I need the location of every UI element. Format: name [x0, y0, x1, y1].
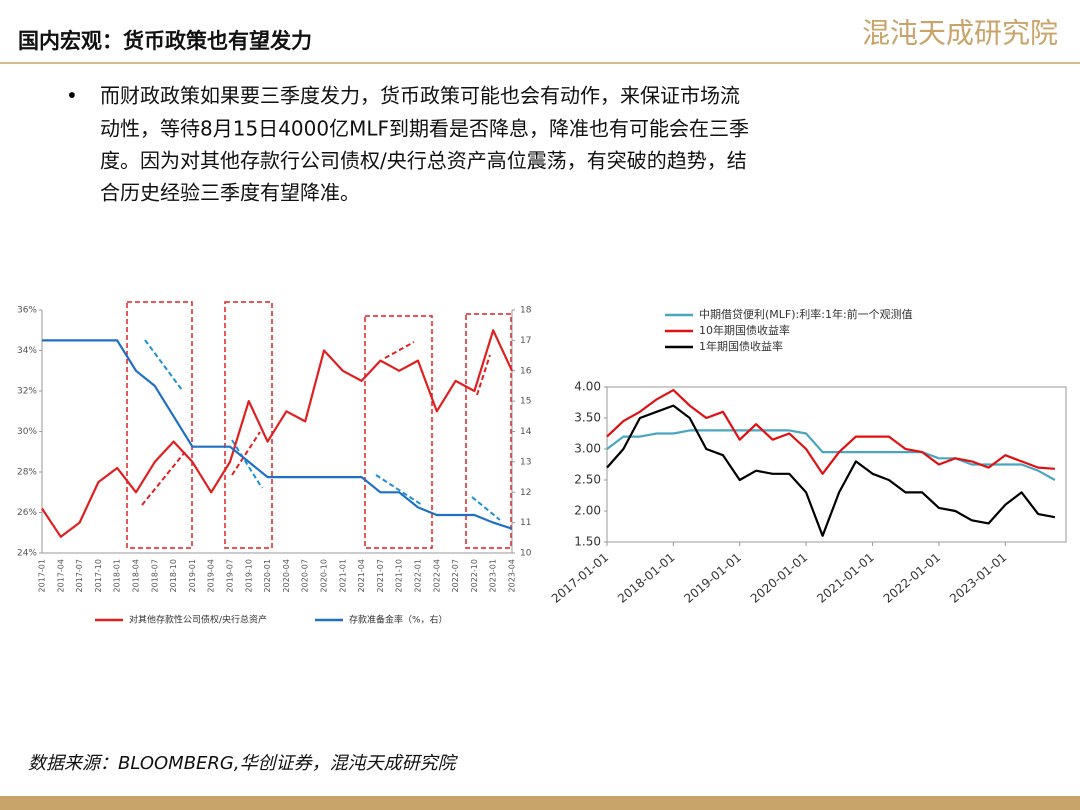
arrow	[384, 341, 415, 359]
x-tick-label: 2022-10	[470, 559, 479, 592]
y2-tick-label: 11	[520, 518, 531, 528]
series-line	[42, 339, 513, 530]
legend-label: 对其他存款性公司债权/央行总资产	[129, 614, 267, 626]
x-tick-label: 2020-07	[301, 559, 310, 592]
series-line	[606, 389, 1055, 475]
x-tick-label: 2018-07	[150, 559, 159, 592]
arrow	[231, 439, 263, 489]
y-tick-label: 24%	[17, 549, 37, 559]
x-tick-label: 2019-01	[188, 559, 197, 592]
y2-tick-label: 14	[520, 427, 532, 437]
y-tick-label: 4.00	[574, 380, 601, 394]
y2-tick-label: 18	[520, 306, 532, 316]
x-tick-label: 2019-07	[226, 559, 235, 592]
y-tick-label: 1.50	[574, 535, 601, 549]
highlight-box	[224, 301, 273, 549]
x-tick-label: 2021-10	[395, 559, 404, 592]
bullet-line: 动性，等待8月15日4000亿MLF到期看是否降息，降准也有可能会在三季	[100, 117, 749, 141]
x-tick-label: 2020-04	[282, 559, 291, 592]
x-tick-label: 2022-04	[432, 559, 441, 592]
y-tick-label: 30%	[17, 427, 37, 437]
bullet-line: 而财政政策如果要三季度发力，货币政策可能也会有动作，来保证市场流	[100, 84, 740, 108]
y-tick-label: 36%	[17, 306, 37, 316]
x-tick-label: 2019-10	[244, 559, 253, 592]
y-tick-label: 3.50	[574, 411, 601, 425]
y2-tick-label: 12	[520, 488, 531, 498]
x-tick-label: 2022-01	[414, 559, 423, 592]
bullet-line: 合历史经验三季度有望降准。	[100, 181, 360, 205]
arrow	[471, 496, 501, 521]
y-tick-label: 34%	[17, 346, 37, 356]
legend-label: 存款准备金率（%，右）	[349, 614, 448, 626]
arrow	[144, 339, 183, 391]
x-tick-label: 2021-07	[376, 559, 385, 592]
bullet-line: 度。因为对其他存款行公司债权/央行总资产高位震荡，有突破的趋势，结	[100, 149, 747, 173]
x-tick-label: 2019-04	[207, 559, 216, 592]
highlight-box	[364, 315, 433, 549]
arrow	[231, 431, 261, 476]
x-tick-label: 2023-04	[508, 559, 517, 592]
highlight-box	[126, 301, 193, 549]
x-tick-label: 2020-01	[263, 559, 272, 592]
x-tick-label: 2018-01	[113, 559, 122, 592]
x-tick-label: 2021-04	[357, 559, 366, 592]
x-tick-label: 2017-04	[56, 559, 65, 592]
x-tick-label: 2018-10	[169, 559, 178, 592]
y2-tick-label: 16	[520, 366, 532, 376]
y-tick-label: 26%	[17, 508, 37, 518]
y-tick-label: 2.50	[574, 473, 601, 487]
legend-label: 10年期国债收益率	[699, 323, 790, 337]
x-tick-label: 2018-04	[132, 559, 141, 592]
y2-tick-label: 15	[520, 397, 531, 407]
y-tick-label: 28%	[17, 468, 37, 478]
x-tick-label: 2021-01	[338, 559, 347, 592]
bullet-dot: •	[66, 84, 78, 108]
x-tick-label: 2017-10	[94, 559, 103, 592]
x-tick-label: 2020-10	[320, 559, 329, 592]
arrow	[141, 451, 186, 506]
footer-bar	[0, 796, 1080, 810]
x-tick-label: 2017-07	[75, 559, 84, 592]
series-line	[41, 329, 513, 538]
slide-title: 国内宏观：货币政策也有望发力	[18, 29, 312, 53]
highlight-box	[465, 313, 512, 549]
y2-tick-label: 10	[520, 549, 532, 559]
y-tick-label: 32%	[17, 387, 37, 397]
y-tick-label: 2.00	[574, 504, 601, 518]
y2-tick-label: 17	[520, 336, 531, 346]
logo: 混沌天成研究院	[862, 17, 1058, 49]
plot-frame	[606, 386, 1067, 543]
arrow	[476, 354, 491, 396]
legend-label: 中期借贷便利(MLF):利率:1年:前一个观测值	[699, 307, 913, 321]
x-tick-label: 2017-01	[38, 559, 47, 592]
y-tick-label: 3.00	[574, 442, 601, 456]
source: 数据来源：BLOOMBERG,华创证券，混沌天成研究院	[28, 753, 459, 774]
series-line	[606, 404, 1056, 537]
arrow	[375, 474, 423, 506]
x-tick-label: 2022-07	[451, 559, 460, 592]
y2-tick-label: 13	[520, 457, 531, 467]
annotations	[126, 301, 512, 549]
x-tick-label: 2023-01	[489, 559, 498, 592]
legend-label: 1年期国债收益率	[699, 339, 783, 353]
